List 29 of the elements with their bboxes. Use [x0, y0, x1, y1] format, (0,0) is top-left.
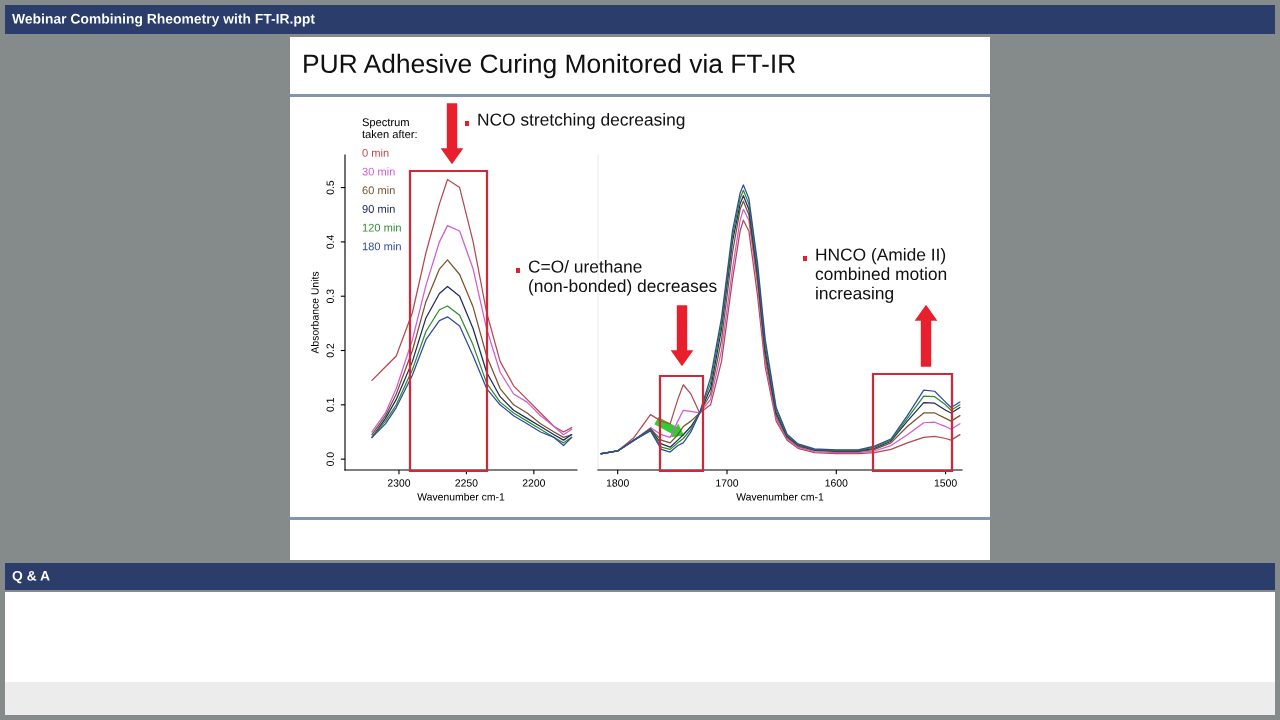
y-tick-label: 0.1 — [326, 398, 334, 412]
text: 30 min — [362, 167, 395, 176]
x-tick-label: 2200 — [522, 479, 546, 487]
text: 0 min — [362, 148, 389, 157]
text: 90 min — [362, 204, 395, 213]
chart-title: PUR Adhesive Curing Monitored via FT-IR — [304, 53, 796, 79]
x-tick-label: 1700 — [716, 479, 739, 487]
annotation: HNCO (Amide II) combined motion increasing — [815, 248, 947, 303]
y-tick-label: 0.4 — [326, 234, 334, 249]
x-tick-label: 2250 — [455, 479, 478, 487]
x-axis-title: Wavenumber cm-1 — [417, 492, 505, 501]
text: 180 min — [362, 242, 401, 251]
text: 60 min — [362, 186, 395, 195]
text: NCO stretching decreasing — [478, 113, 685, 130]
annotation: C=O/ urethane (non-bonded) decreases — [528, 260, 717, 296]
y-tick-label: 0.2 — [326, 343, 334, 358]
x-tick-label: 1600 — [825, 479, 848, 487]
text: Q & A — [12, 570, 50, 584]
x-tick-label: 2300 — [387, 479, 411, 487]
x-tick-label: 1800 — [606, 479, 629, 487]
y-tick-label: 0.5 — [326, 180, 334, 195]
text: 120 min — [362, 223, 401, 232]
y-tick-label: 0.3 — [326, 289, 334, 304]
x-axis-title: Wavenumber cm-1 — [736, 492, 824, 501]
y-axis-title: Absorbance Units — [311, 271, 319, 354]
legend-title: Spectrum taken after: — [362, 118, 417, 139]
text: Webinar Combining Rheometry with FT-IR.ppt — [12, 13, 315, 27]
x-tick-label: 1500 — [934, 479, 957, 487]
y-tick-label: 0.0 — [326, 452, 334, 466]
